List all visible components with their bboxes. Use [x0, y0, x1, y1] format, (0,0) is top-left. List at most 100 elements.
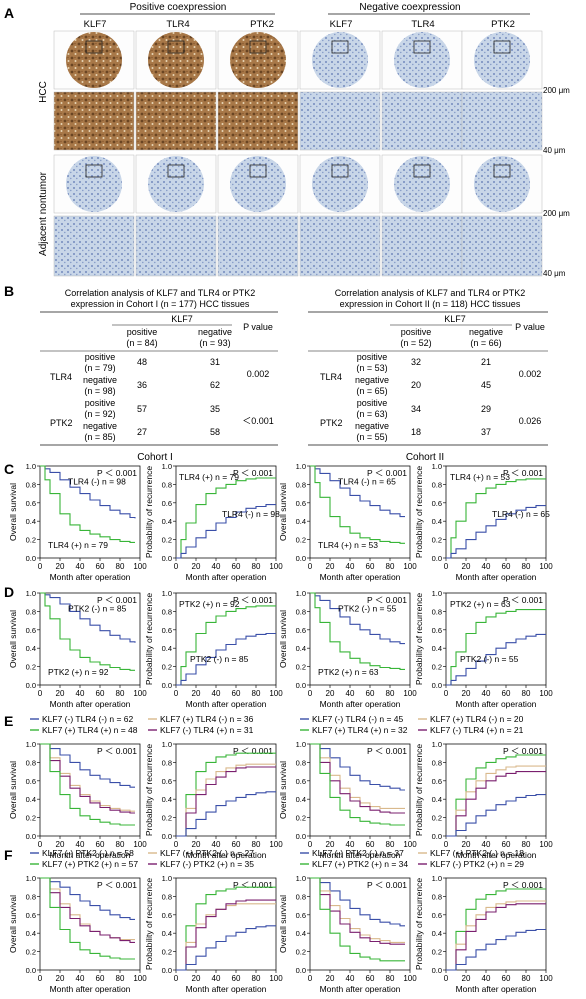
- y-tick-label: 0.2: [26, 536, 36, 545]
- column-label-klf7-pos: KLF7: [84, 19, 107, 30]
- plot-frame: [445, 743, 547, 837]
- x-tick-label: 60: [232, 974, 241, 983]
- legend-f-cohort2: KLF7 (-) PTK2 (-) n = 37 KLF7 (+) PTK2 (-…: [300, 848, 524, 869]
- y-tick-label: 0.6: [162, 626, 172, 635]
- x-tick-label: 40: [212, 562, 221, 571]
- legend-entry: KLF7 (+) TLR4 (+) n = 48: [42, 725, 138, 735]
- y-tick-label: 0.8: [162, 607, 172, 616]
- y-axis-label: Overall survival: [278, 761, 288, 819]
- y-tick-label: 0.2: [162, 814, 172, 823]
- km-curve-blue: [310, 743, 405, 791]
- y-tick-label: 1.0: [26, 740, 36, 749]
- series-label: PTK2 (+) n = 63: [318, 667, 379, 677]
- table2-klf7-header: KLF7: [444, 314, 466, 324]
- p-value-label: P ＜ 0.001: [367, 595, 407, 605]
- legend-entry: KLF7 (-) TLR4 (-) n = 45: [312, 714, 404, 724]
- x-tick-label: 100: [269, 974, 283, 983]
- zoom-box: [413, 164, 431, 178]
- x-tick-label: 80: [522, 562, 531, 571]
- table2-ptk2-pos: positive: [357, 398, 388, 408]
- km-plot-e3: 0 20 40 60 80 100 0.0 0.2 0.4 0.6 0.8 1.0 Month afte…: [278, 740, 417, 860]
- table1-title-line1: Correlation analysis of KLF7 and TLR4 or…: [65, 288, 255, 298]
- x-tick-label: 80: [116, 689, 125, 698]
- tissue-core: [66, 156, 122, 212]
- table2-col-neg: negative: [469, 327, 503, 337]
- y-tick-label: 1.0: [26, 874, 36, 883]
- panel-label-b: B: [4, 283, 14, 299]
- x-tick-label: 60: [232, 562, 241, 571]
- x-tick-label: 20: [462, 840, 471, 849]
- table2-cell: 34: [411, 404, 421, 414]
- x-tick-label: 80: [116, 974, 125, 983]
- y-tick-label: 1.0: [432, 740, 442, 749]
- y-axis-label: Probability of recurrence: [144, 878, 154, 970]
- y-axis-label: Probability of recurrence: [144, 744, 154, 836]
- table2-cell: 20: [411, 380, 421, 390]
- km-curve-blue: [176, 504, 276, 559]
- row-label-hcc: HCC: [38, 81, 49, 103]
- y-tick-label: 0.6: [432, 499, 442, 508]
- y-tick-label: 0.2: [162, 948, 172, 957]
- x-tick-label: 20: [326, 562, 335, 571]
- y-tick-label: 0.0: [26, 681, 36, 690]
- table1-ptk2-neg: negative: [83, 421, 117, 431]
- tissue-zoom-image: [53, 215, 135, 277]
- x-tick-label: 80: [386, 840, 395, 849]
- y-tick-label: 1.0: [162, 740, 172, 749]
- table2-ptk2-neg-n: (n = 55): [356, 432, 387, 442]
- x-tick-label: 100: [539, 840, 553, 849]
- y-tick-label: 0.6: [162, 499, 172, 508]
- y-tick-label: 0.6: [296, 626, 306, 635]
- zoom-box: [249, 164, 267, 178]
- y-tick-label: 0.0: [162, 554, 172, 563]
- x-tick-label: 100: [403, 840, 417, 849]
- x-tick-label: 0: [174, 840, 179, 849]
- y-tick-label: 1.0: [26, 462, 36, 471]
- km-curve-blue: [40, 592, 136, 643]
- y-tick-label: 0.6: [26, 626, 36, 635]
- x-tick-label: 100: [403, 974, 417, 983]
- x-tick-label: 20: [192, 562, 201, 571]
- x-tick-label: 20: [56, 562, 65, 571]
- panel-a-figure: A Positive coexpression Negative coexpre…: [4, 2, 570, 278]
- km-curve-green: [40, 877, 135, 960]
- x-tick-label: 100: [133, 840, 147, 849]
- legend-entry: KLF7 (-) TLR4 (+) n = 21: [430, 725, 524, 735]
- p-value-label: P ＜ 0.001: [233, 595, 273, 605]
- y-tick-label: 0.4: [162, 644, 172, 653]
- table1-col-pos: positive: [127, 327, 158, 337]
- km-plot-c1: 0 20 40 60 80 100 0.0 0.2 0.4 0.6 0.8 1.0 Month afte…: [8, 462, 147, 582]
- x-tick-label: 40: [482, 689, 491, 698]
- zoom-box: [85, 164, 103, 178]
- table2-cell: 45: [481, 380, 491, 390]
- y-tick-label: 0.2: [432, 814, 442, 823]
- x-tick-label: 100: [269, 562, 283, 571]
- legend-entry: KLF7 (-) PTK2 (-) n = 37: [312, 848, 404, 858]
- legend-entry: KLF7 (+) PTK2 (+) n = 57: [42, 859, 138, 869]
- x-tick-label: 80: [522, 689, 531, 698]
- x-tick-label: 40: [76, 840, 85, 849]
- y-tick-label: 0.6: [432, 777, 442, 786]
- km-curve-blue: [310, 465, 405, 518]
- x-tick-label: 0: [444, 974, 449, 983]
- table2-gene-tlr4: TLR4: [320, 372, 342, 382]
- table1-cell: 31: [210, 357, 220, 367]
- y-axis-label: Overall survival: [278, 895, 288, 953]
- y-tick-label: 0.0: [296, 832, 306, 841]
- y-tick-label: 0.6: [296, 911, 306, 920]
- zoom-box: [85, 40, 103, 54]
- p-value-label: P ＜ 0.001: [367, 880, 407, 890]
- y-axis-label: Probability of recurrence: [144, 593, 154, 685]
- plot-frame: [39, 743, 141, 837]
- x-tick-label: 40: [482, 562, 491, 571]
- km-curve-tan: [310, 743, 405, 809]
- x-tick-label: 60: [96, 840, 105, 849]
- y-tick-label: 0.4: [432, 795, 442, 804]
- plot-frame: [445, 465, 547, 559]
- x-axis-label: Month after operation: [50, 699, 131, 709]
- km-plot-f3: 0 20 40 60 80 100 0.0 0.2 0.4 0.6 0.8 1.0 Month afte…: [278, 874, 417, 994]
- y-tick-label: 0.6: [26, 499, 36, 508]
- x-axis-label: Month after operation: [456, 572, 537, 582]
- y-tick-label: 0.4: [296, 644, 306, 653]
- y-tick-label: 0.0: [296, 554, 306, 563]
